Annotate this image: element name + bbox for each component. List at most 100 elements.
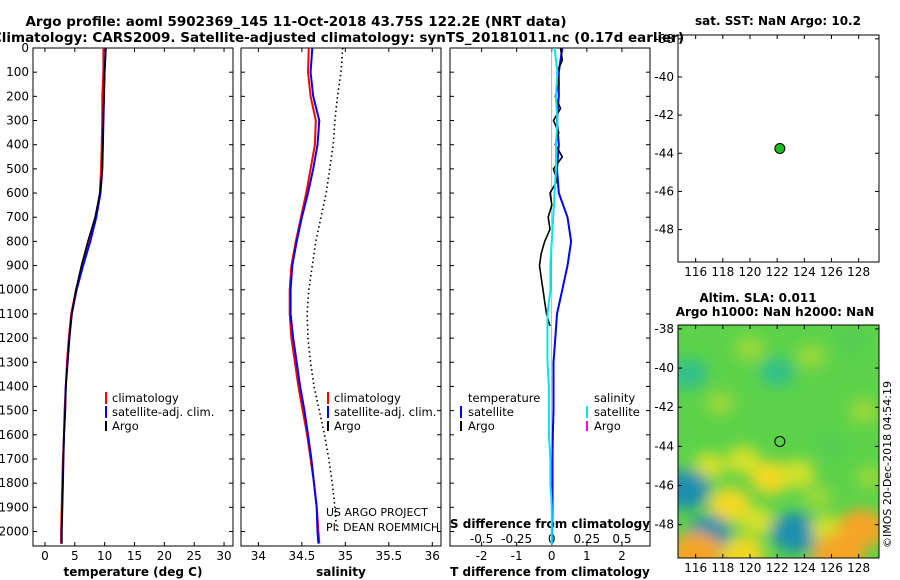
sla-map-title-2: Argo h1000: NaN h2000: NaN	[676, 305, 875, 319]
series-line-satellite-adj-clim-	[60, 48, 107, 544]
sla-cell	[708, 487, 751, 523]
lon-tick-label: 120	[739, 265, 762, 279]
depth-tick-label: 1500	[0, 404, 29, 418]
legend-label-argo: Argo	[112, 419, 139, 433]
lon-tick-label: 124	[793, 561, 816, 575]
depth-tick-label: 1400	[0, 379, 29, 393]
plot-frame	[32, 47, 234, 547]
top-tick-label: -0.5	[470, 532, 493, 546]
lon-tick-label: 118	[711, 561, 734, 575]
sla-cell	[856, 466, 879, 489]
depth-tick-label: 1300	[0, 355, 29, 369]
depth-tick-label: 900	[6, 259, 29, 273]
legend-label-climatology: climatology	[334, 391, 401, 405]
depth-tick-label: 600	[6, 186, 29, 200]
lon-tick-label: 124	[793, 265, 816, 279]
x-tick-label: 0	[41, 549, 49, 563]
lat-tick-label: -46	[654, 479, 674, 493]
depth-tick-label: 1200	[0, 331, 29, 345]
series-line-climatology	[60, 48, 105, 544]
series-group	[288, 48, 344, 544]
sla-cell	[803, 485, 833, 510]
sla-cell	[750, 461, 791, 495]
lon-tick-label: 116	[684, 561, 707, 575]
legend-label-sal-satellite: satellite	[594, 405, 640, 419]
x-tick-label: 20	[157, 549, 172, 563]
difference-panel: -2 -1 0 1 2 T difference from climatology -0.5…	[449, 47, 651, 579]
top-tick-label: 0.25	[573, 532, 600, 546]
sla-cell	[848, 398, 879, 424]
depth-tick-label: 2000	[0, 524, 29, 538]
sla-cell	[796, 344, 826, 369]
x-tick-label: 2	[618, 549, 626, 563]
depth-tick-label: 300	[6, 114, 29, 128]
x-axis-label: T difference from climatology	[450, 565, 650, 579]
legend-label-sal-argo: Argo	[594, 419, 621, 433]
depth-tick-label: 1600	[0, 428, 29, 442]
argo-location-marker	[774, 436, 786, 447]
series-group	[60, 48, 107, 544]
sla-cell	[721, 536, 765, 558]
depth-tick-label: 0	[21, 41, 29, 55]
top-tick-label: -0.25	[501, 532, 532, 546]
sst-map-title: sat. SST: NaN Argo: 10.2	[695, 14, 861, 28]
x-tick-label: 15	[127, 549, 142, 563]
x-tick-label: 34	[251, 549, 266, 563]
series-line-argo	[306, 48, 344, 532]
x-axis-label: salinity	[316, 565, 366, 579]
legend-title-salinity: salinity	[594, 391, 635, 405]
depth-tick-label: 100	[6, 65, 29, 79]
sst-map-panel: 116 118 120 122 124 126 128 -38 -40 -42 -44 -46 -48	[654, 32, 880, 279]
lat-tick-label: -40	[654, 70, 674, 84]
depth-tick-label: 1800	[0, 476, 29, 490]
lat-tick-label: -46	[654, 184, 674, 198]
sla-cell	[759, 357, 795, 387]
depth-tick-label: 800	[6, 234, 29, 248]
series-line-climatology	[288, 48, 321, 544]
lat-tick-label: -40	[654, 361, 674, 375]
top-axis-label: S difference from climatology	[450, 517, 650, 531]
lat-tick-label: -44	[654, 439, 674, 453]
sla-cell	[678, 469, 711, 510]
depth-tick-label: 1100	[0, 307, 29, 321]
sla-cell	[811, 533, 865, 558]
top-tick-label: 0.5	[612, 532, 631, 546]
lon-tick-label: 122	[766, 265, 789, 279]
difference-legend: temperature satellite Argo salinity sate…	[460, 391, 640, 433]
lat-tick-label: -42	[654, 400, 674, 414]
x-tick-label: -1	[511, 549, 523, 563]
legend-label-argo: Argo	[334, 419, 361, 433]
series-group	[538, 48, 573, 544]
legend-label-temp-satellite: satellite	[468, 405, 514, 419]
sla-cell	[818, 435, 845, 458]
depth-tick-label: 400	[6, 138, 29, 152]
title-line-2: Climatology: CARS2009. Satellite-adjuste…	[0, 30, 684, 46]
sla-cell	[725, 445, 761, 475]
depth-tick-label: 1900	[0, 500, 29, 514]
x-tick-label: 0	[548, 549, 556, 563]
x-tick-label: 35.5	[375, 549, 402, 563]
series-line-satellite-adj-clim-	[289, 48, 321, 544]
salinity-legend: climatology satellite-adj. clim. Argo	[327, 391, 436, 433]
legend-label-temp-argo: Argo	[468, 419, 495, 433]
sla-cell	[770, 512, 819, 553]
sla-cell	[678, 358, 708, 390]
sla-cell	[780, 459, 815, 489]
legend-label-satellite: satellite-adj. clim.	[334, 405, 436, 419]
lon-tick-label: 128	[847, 265, 870, 279]
lon-tick-label: 116	[684, 265, 707, 279]
temperature-legend: climatology satellite-adj. clim. Argo	[105, 391, 214, 433]
depth-tick-label: 200	[6, 89, 29, 103]
x-axis-label: temperature (deg C)	[64, 565, 203, 579]
salinity-panel: 34 34.5 35 35.5 36 salinity	[240, 47, 442, 579]
x-tick-label: 1	[583, 549, 591, 563]
title-line-1: Argo profile: aoml 5902369_145 11-Oct-20…	[25, 14, 566, 30]
series-line-temperature-satellite	[551, 48, 573, 544]
temperature-panel: 0100200300400500600700800900100011001200…	[0, 41, 234, 579]
sla-map-title-1: Altim. SLA: 0.011	[699, 291, 816, 305]
sla-cell	[678, 531, 723, 558]
lon-tick-label: 122	[766, 561, 789, 575]
depth-tick-label: 700	[6, 210, 29, 224]
plot-frame	[240, 47, 442, 547]
